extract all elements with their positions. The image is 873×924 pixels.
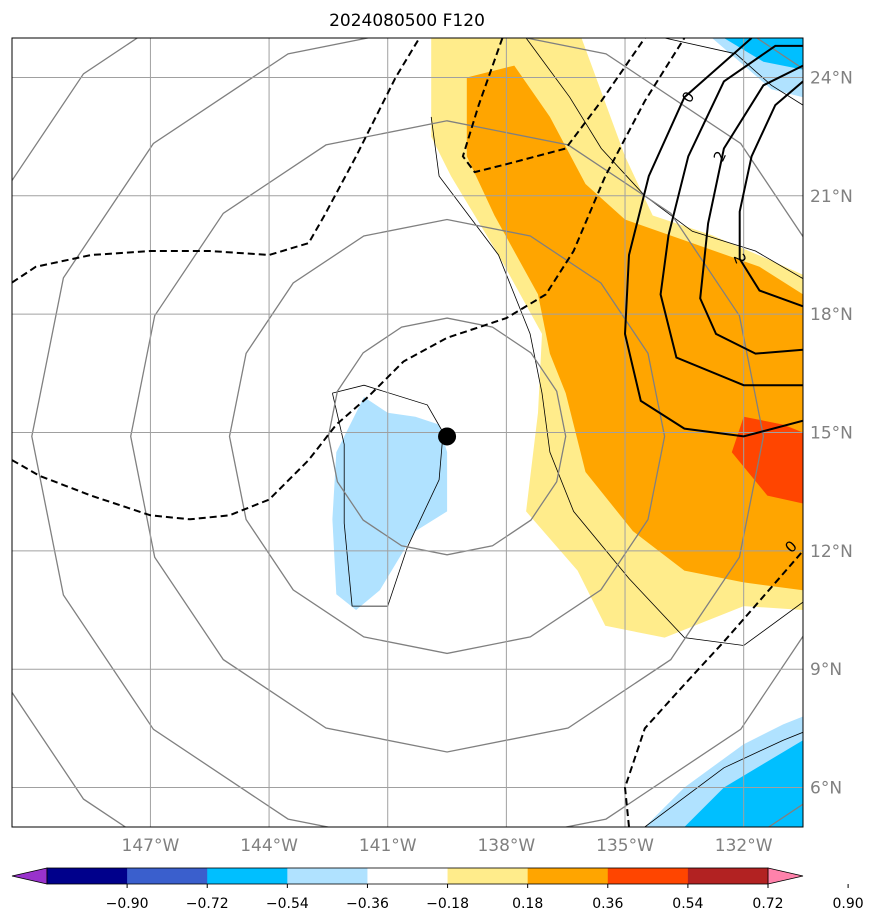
colorbar-label: 0.72 xyxy=(752,896,783,912)
solid-contour xyxy=(623,38,803,438)
colorbar-segment xyxy=(47,868,128,884)
lat-tick-label: 24°N xyxy=(810,68,853,88)
range-ring xyxy=(130,120,765,753)
colorbar-segment xyxy=(607,868,689,884)
dashed-contour xyxy=(623,550,803,827)
colorbar-label: −0.72 xyxy=(186,896,229,912)
longitude-labels: 147°W 144°W 141°W 138°W 135°W 132°W xyxy=(122,836,773,856)
center-marker xyxy=(438,427,457,446)
lon-tick-label: 132°W xyxy=(715,836,773,856)
fill-region xyxy=(466,65,803,591)
lat-tick-label: 6°N xyxy=(810,779,842,799)
colorbar: −0.90 −0.72 −0.54 −0.36 −0.18 0.18 0.36 0.54 0.7… xyxy=(11,867,864,912)
colorbar-label: −0.54 xyxy=(266,896,309,912)
colorbar-label: 0.36 xyxy=(592,896,623,912)
latitude-labels: 24°N 21°N 18°N 15°N 12°N 9°N 6°N xyxy=(810,68,853,798)
lon-tick-label: 135°W xyxy=(596,836,654,856)
colorbar-label: 0.54 xyxy=(672,896,703,912)
shaded-fields xyxy=(332,38,803,827)
solid-contour xyxy=(659,44,803,387)
colorbar-label: −0.18 xyxy=(426,896,469,912)
colorbar-label: −0.36 xyxy=(346,896,389,912)
lon-tick-label: 141°W xyxy=(359,836,417,856)
colorbar-frame xyxy=(46,867,769,885)
lon-tick-label: 147°W xyxy=(122,836,180,856)
colorbar-segment xyxy=(207,868,288,884)
outline-line xyxy=(644,731,803,827)
lat-tick-label: 18°N xyxy=(810,305,853,325)
grid-lines xyxy=(12,38,803,827)
colorbar-label: 0.90 xyxy=(833,896,864,912)
colorbar-segment xyxy=(687,868,769,884)
outline-line xyxy=(447,38,803,279)
lat-tick-label: 9°N xyxy=(810,660,842,680)
range-ring xyxy=(228,218,666,655)
fill-region xyxy=(731,416,803,504)
dashed-contour xyxy=(461,38,646,174)
storm-center xyxy=(438,427,457,446)
colorbar-label: 0.18 xyxy=(512,896,543,912)
lat-tick-label: 21°N xyxy=(810,187,853,207)
colorbar-segment xyxy=(287,868,368,884)
map-frame xyxy=(11,37,804,828)
chart-title: 2024080500 F120 xyxy=(329,11,485,31)
fill-region xyxy=(332,397,448,610)
colorbar-segment xyxy=(127,868,208,884)
colorbar-extend-low xyxy=(11,867,48,885)
colorbar-segment xyxy=(447,868,529,884)
contour-lines xyxy=(12,38,803,827)
lon-tick-label: 144°W xyxy=(240,836,298,856)
range-ring xyxy=(31,38,803,827)
solid-contour xyxy=(699,64,803,355)
lat-tick-label: 15°N xyxy=(810,424,853,444)
lat-tick-label: 12°N xyxy=(810,542,853,562)
colorbar-label: −0.90 xyxy=(106,896,149,912)
colorbar-segment xyxy=(367,868,449,884)
range-ring xyxy=(327,317,567,556)
colorbar-extend-high xyxy=(767,867,804,885)
lon-tick-label: 138°W xyxy=(477,836,535,856)
colorbar-segment xyxy=(527,868,609,884)
dashed-contour xyxy=(12,38,421,284)
outline-line xyxy=(430,116,803,646)
dashed-contour xyxy=(12,38,686,521)
solid-contour xyxy=(738,80,803,308)
